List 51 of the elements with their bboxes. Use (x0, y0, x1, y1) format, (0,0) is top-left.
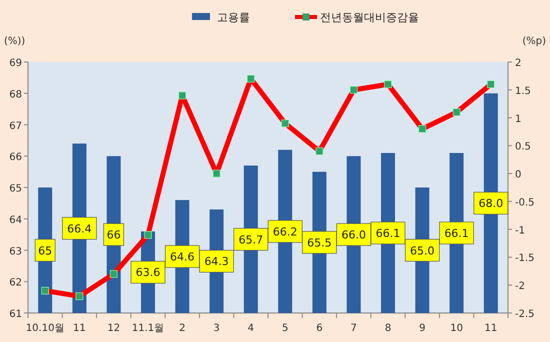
data-label: 64.3 (204, 255, 229, 268)
legend-label: 전년동월대비증감율 (320, 11, 419, 24)
y-tick-label: 65 (9, 184, 22, 194)
x-tick-label: 4 (248, 323, 254, 334)
data-label: 68.0 (478, 197, 504, 210)
data-label: 65.0 (410, 244, 435, 258)
data-label: 66.0 (341, 228, 366, 242)
x-tick-label: 7 (350, 323, 357, 334)
data-label: 66.1 (376, 226, 400, 240)
data-label: 66.2 (272, 225, 298, 238)
y-tick-label: 62 (9, 278, 22, 289)
y2-tick-label: -2 (515, 281, 525, 292)
x-tick-label: 2 (179, 323, 186, 334)
x-tick-label: 11 (73, 323, 86, 334)
x-tick-label: 3 (213, 323, 220, 334)
y2-tick-label: 0 (515, 170, 522, 181)
y-tick-label: 64 (9, 214, 22, 226)
y2-tick-label: -0.5 (515, 197, 535, 208)
y-tick-label: 69 (9, 58, 22, 69)
x-tick-label: 5 (282, 323, 288, 334)
data-label: 64.6 (170, 250, 195, 264)
x-tick-label: 11.1월 (132, 323, 164, 334)
data-label: 66 (106, 228, 121, 242)
y2-tick-label: -1.5 (515, 253, 535, 264)
x-tick-label: 10 (450, 323, 463, 334)
data-label: 63.6 (136, 266, 160, 280)
y2-tick-label: 2 (515, 58, 522, 69)
data-label: 66.1 (444, 226, 469, 240)
x-tick-label: 8 (384, 323, 392, 334)
legend-label: 고용률 (217, 11, 250, 24)
x-tick-label: 10.10월 (26, 323, 64, 334)
y2-tick-label: -2.5 (515, 309, 535, 320)
y2-tick-label: 0.5 (515, 142, 531, 153)
y-axis-title: (%)) (4, 36, 26, 47)
x-tick-label: 9 (419, 323, 426, 334)
x-tick-label: 11 (484, 323, 498, 334)
data-label: 65 (38, 244, 52, 258)
x-tick-label: 6 (316, 323, 323, 334)
data-label: 66.4 (67, 222, 92, 236)
y-tick-label: 66 (9, 152, 22, 164)
y-tick-label: 63 (9, 246, 22, 258)
x-tick-label: 12 (107, 323, 120, 334)
data-label: 65.7 (238, 233, 264, 246)
y-tick-label: 67 (9, 120, 22, 132)
y2-axis-title: (%p) (522, 36, 546, 47)
y2-tick-label: 1.5 (515, 86, 531, 97)
y2-tick-label: -1 (515, 225, 525, 236)
y-tick-label: 61 (9, 309, 22, 320)
y2-tick-label: 1 (515, 114, 522, 125)
y-tick-label: 68 (9, 89, 22, 100)
data-label: 65.5 (307, 236, 332, 250)
